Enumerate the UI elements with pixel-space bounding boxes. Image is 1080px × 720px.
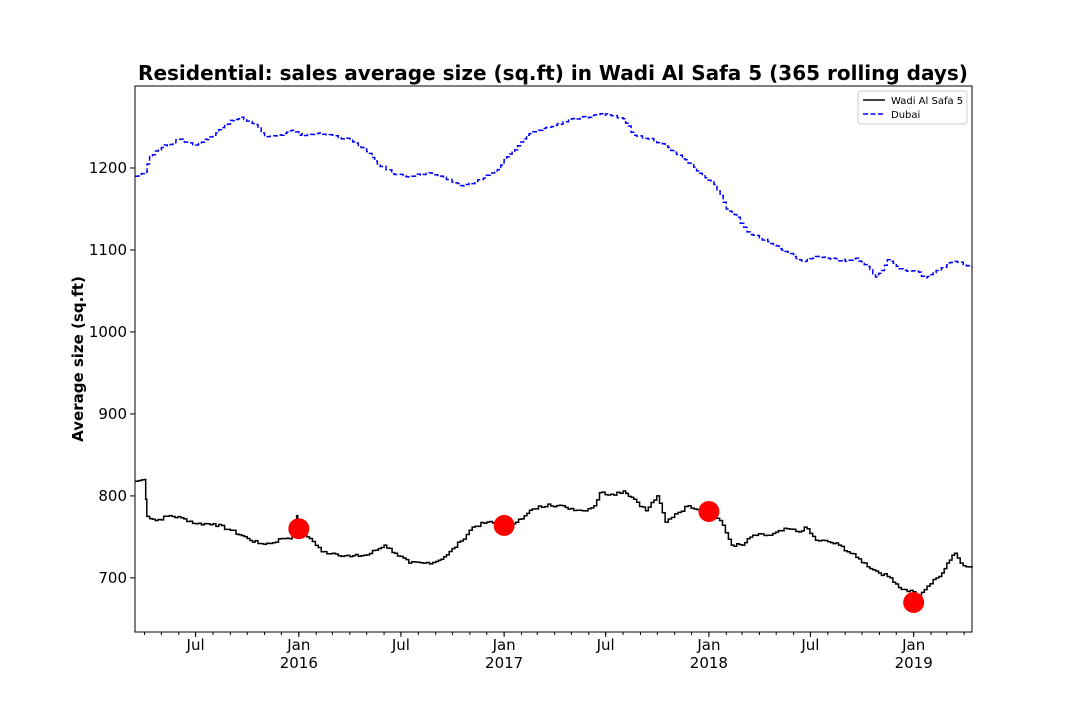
series-line-wadi-al-safa-5 bbox=[135, 478, 973, 599]
chart-title: Residential: sales average size (sq.ft) … bbox=[138, 61, 968, 85]
y-axis-label: Average size (sq.ft) bbox=[69, 276, 87, 442]
y-tick-label: 900 bbox=[98, 405, 127, 423]
legend: Wadi Al Safa 5 Dubai bbox=[857, 90, 968, 125]
plot-area-frame bbox=[134, 85, 973, 633]
x-tick-label: Jul bbox=[391, 636, 410, 654]
x-tick-label: Jan bbox=[901, 636, 925, 654]
y-tick-label: 1100 bbox=[89, 241, 127, 259]
marker-points bbox=[288, 500, 925, 613]
highlight-marker bbox=[903, 591, 925, 613]
x-tick-label: Jul bbox=[596, 636, 615, 654]
x-tick-year-label: 2019 bbox=[895, 654, 933, 672]
highlight-marker bbox=[493, 514, 515, 536]
highlight-marker bbox=[698, 500, 720, 522]
x-tick-label: Jan bbox=[492, 636, 516, 654]
series-lines bbox=[135, 113, 973, 599]
x-tick-label: Jul bbox=[186, 636, 205, 654]
x-tick-label: Jan bbox=[286, 636, 310, 654]
legend-label: Wadi Al Safa 5 bbox=[891, 96, 963, 107]
y-axis-ticks: 700 800 900 1000 1100 1200 bbox=[89, 159, 135, 587]
legend-box bbox=[857, 90, 968, 125]
y-tick-label: 1000 bbox=[89, 323, 127, 341]
x-tick-label: Jan bbox=[696, 636, 720, 654]
y-tick-label: 1200 bbox=[89, 159, 127, 177]
x-tick-year-label: 2016 bbox=[280, 654, 318, 672]
x-tick-label: Jul bbox=[800, 636, 819, 654]
legend-label: Dubai bbox=[891, 110, 920, 121]
highlight-marker bbox=[288, 518, 310, 540]
y-tick-label: 700 bbox=[98, 569, 127, 587]
x-tick-year-label: 2018 bbox=[690, 654, 728, 672]
x-tick-year-label: 2017 bbox=[485, 654, 523, 672]
y-tick-label: 800 bbox=[98, 487, 127, 505]
series-line-dubai bbox=[135, 113, 973, 279]
